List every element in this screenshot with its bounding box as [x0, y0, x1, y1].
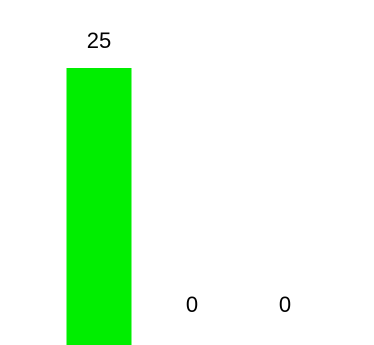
- value-label-3: 0: [279, 292, 291, 317]
- value-labels-group: 25 0 0: [87, 28, 291, 317]
- bar-1: [66, 68, 132, 345]
- value-label-2: 0: [186, 292, 198, 317]
- bars-group: [66, 68, 132, 345]
- value-label-1: 25: [87, 28, 111, 53]
